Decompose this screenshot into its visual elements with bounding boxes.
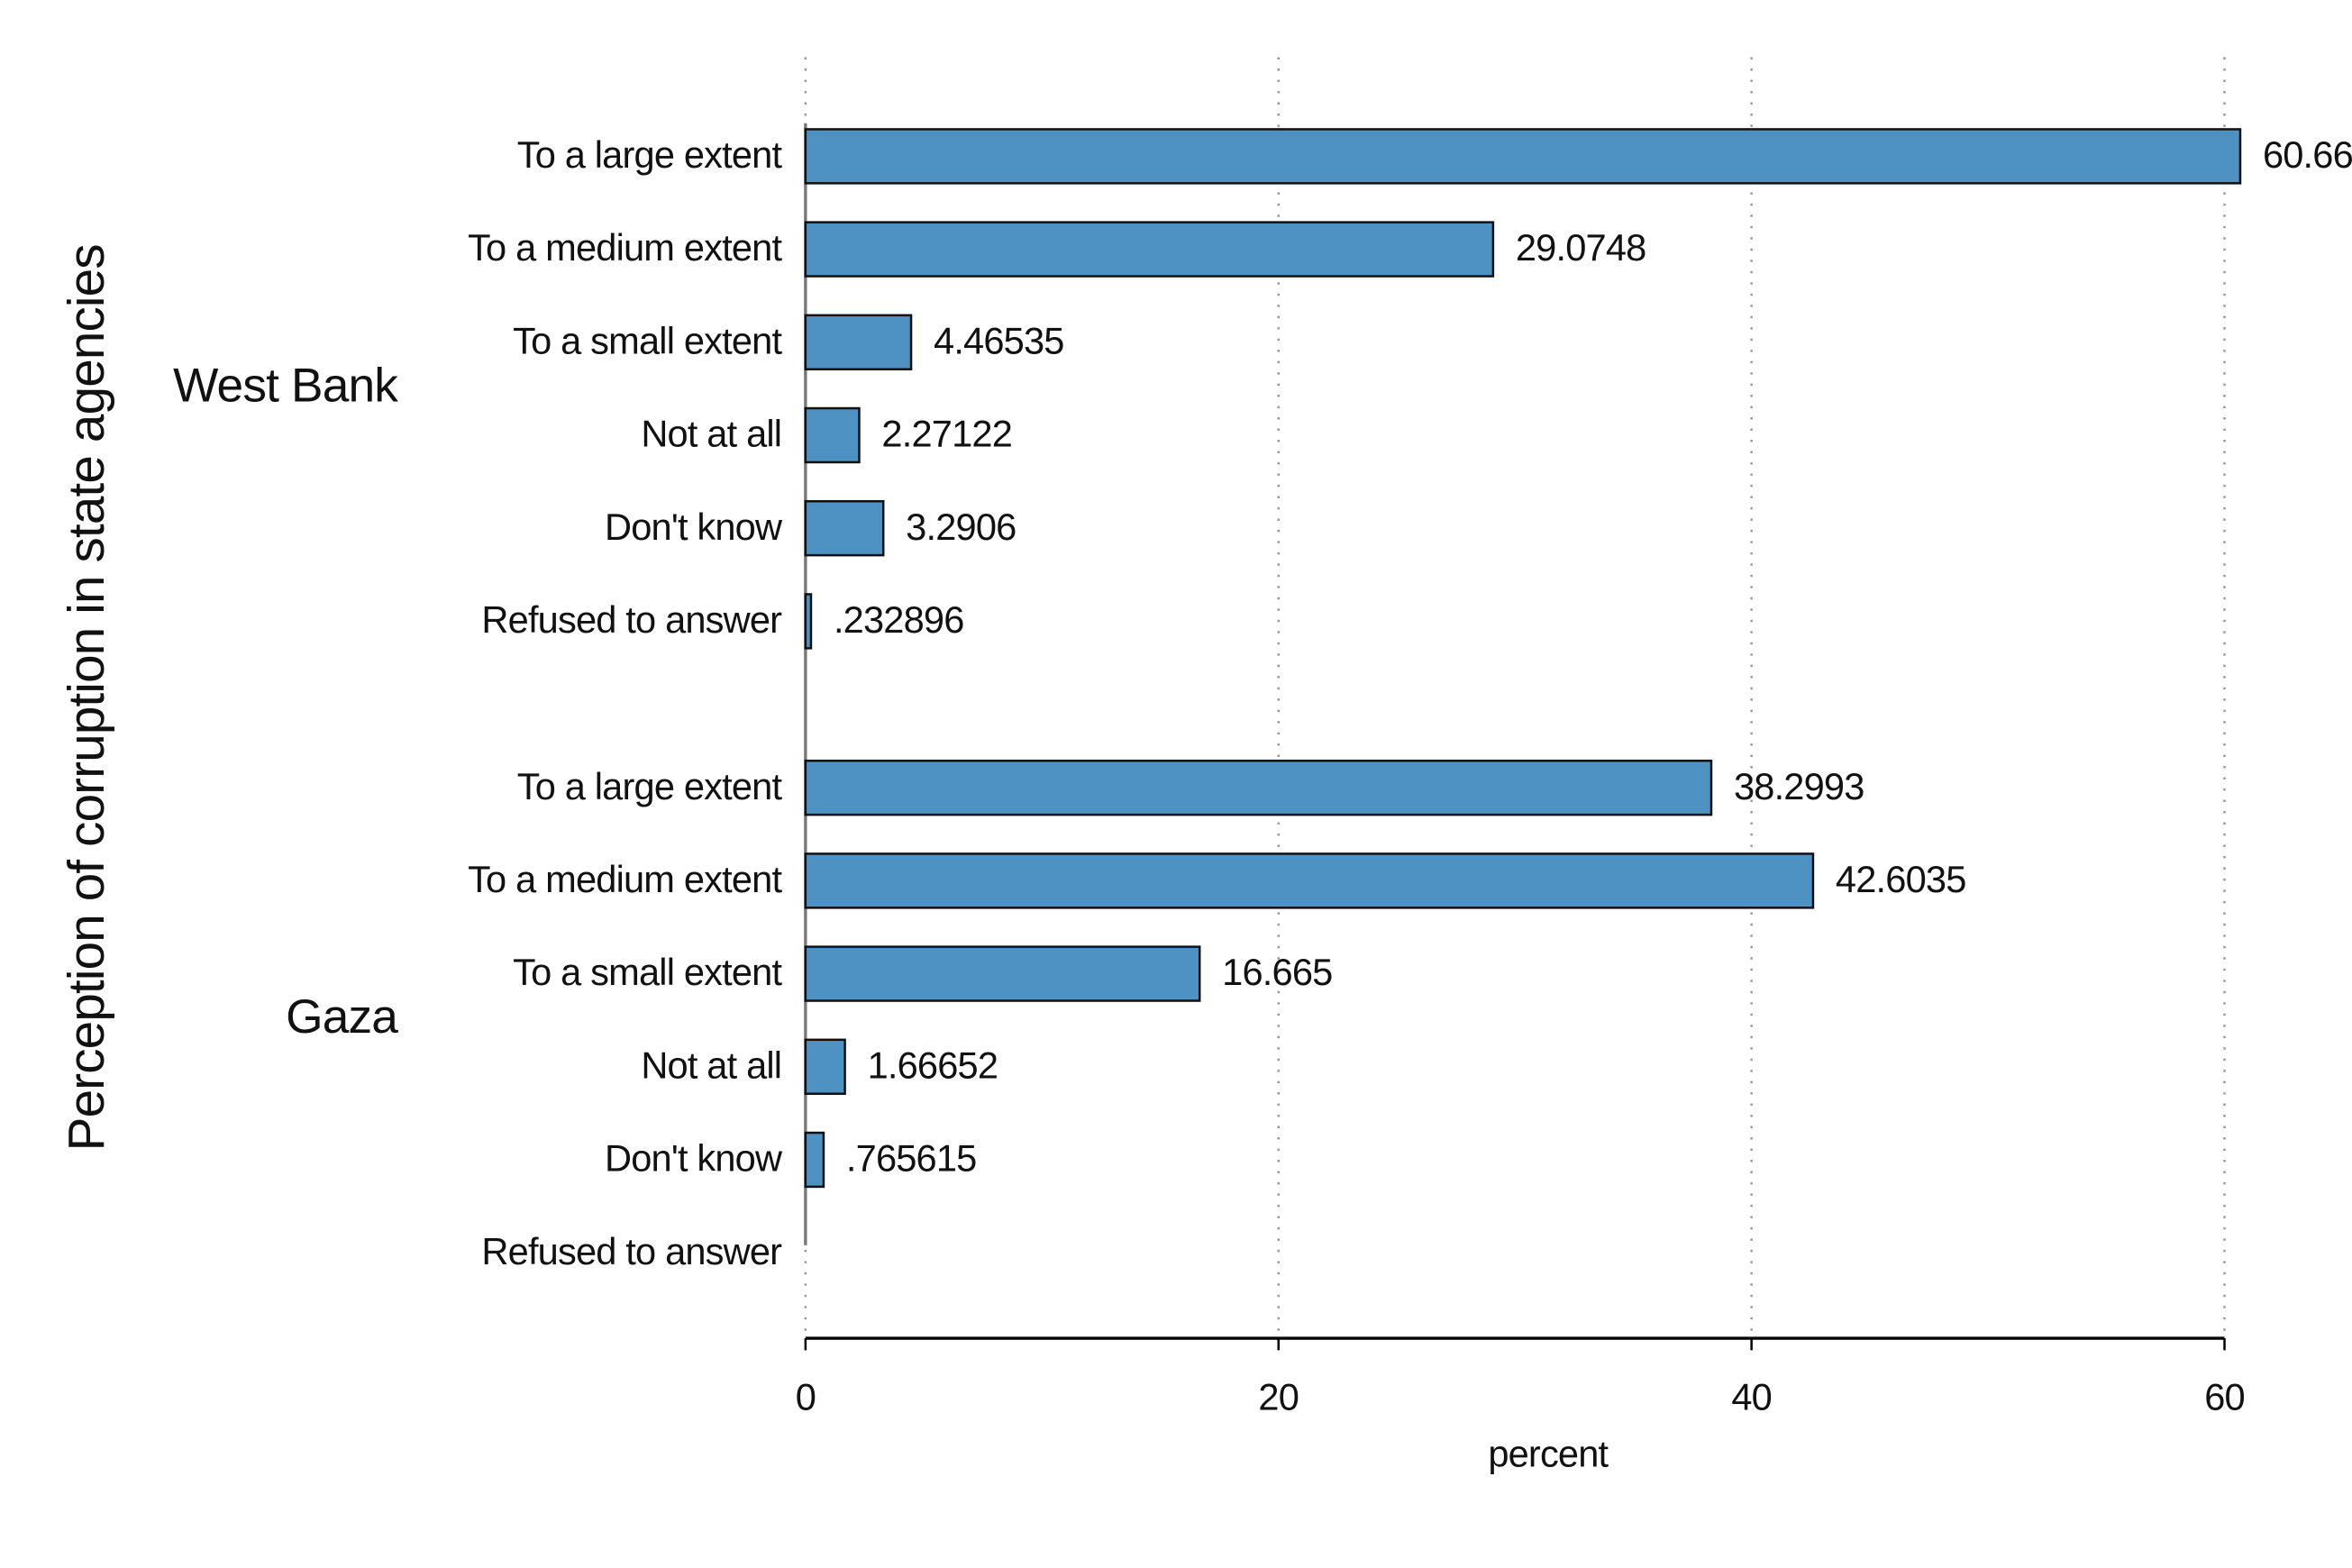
- y-tick-label: To a large extent: [517, 133, 783, 176]
- y-tick-label: To a medium extent: [468, 858, 782, 900]
- bar: [804, 945, 1201, 1002]
- value-label: 42.6035: [1836, 858, 1966, 900]
- bar: [804, 852, 1815, 909]
- y-tick-label: Refused to answer: [481, 598, 782, 641]
- y-tick-label: Don't know: [605, 506, 783, 548]
- value-label: .232896: [834, 598, 964, 641]
- value-label: 4.46535: [934, 319, 1064, 361]
- x-tick-label: 20: [1258, 1375, 1299, 1418]
- x-axis-title: percent: [1488, 1433, 1609, 1475]
- x-tick-label: 60: [2204, 1375, 2245, 1418]
- y-tick-label: To a small extent: [513, 951, 782, 993]
- value-label: 2.27122: [881, 413, 1012, 455]
- y-tick-label: Don't know: [605, 1137, 783, 1180]
- y-tick-label: To a small extent: [513, 319, 782, 361]
- y-tick-label: Not at all: [641, 1044, 781, 1086]
- y-tick-label: Not at all: [641, 413, 781, 455]
- y-tick-label: To a large extent: [517, 765, 783, 807]
- y-tick-label: Refused to answer: [481, 1230, 782, 1272]
- value-label: 16.665: [1222, 951, 1332, 993]
- value-label: 29.0748: [1516, 226, 1646, 269]
- bar: [804, 221, 1495, 278]
- group-label: Gaza: [286, 990, 398, 1044]
- value-label: .765615: [846, 1137, 977, 1180]
- bar: [804, 406, 861, 464]
- group-label: West Bank: [173, 359, 398, 412]
- x-tick-label: 0: [796, 1375, 816, 1418]
- bar: [804, 128, 2242, 185]
- bar: [804, 593, 813, 650]
- bar: [804, 1131, 825, 1189]
- value-label: 1.66652: [868, 1044, 998, 1086]
- value-label: 38.2993: [1734, 765, 1864, 807]
- value-label: 60.6653: [2263, 133, 2352, 176]
- bar: [804, 314, 913, 371]
- y-tick-label: To a medium extent: [468, 226, 782, 269]
- y-axis-title: Perception of corruption in state agenci…: [58, 244, 114, 1151]
- bar: [804, 759, 1713, 816]
- bar: [804, 499, 885, 557]
- value-label: 3.2906: [906, 506, 1016, 548]
- bar: [804, 1038, 846, 1095]
- x-tick-label: 40: [1731, 1375, 1772, 1418]
